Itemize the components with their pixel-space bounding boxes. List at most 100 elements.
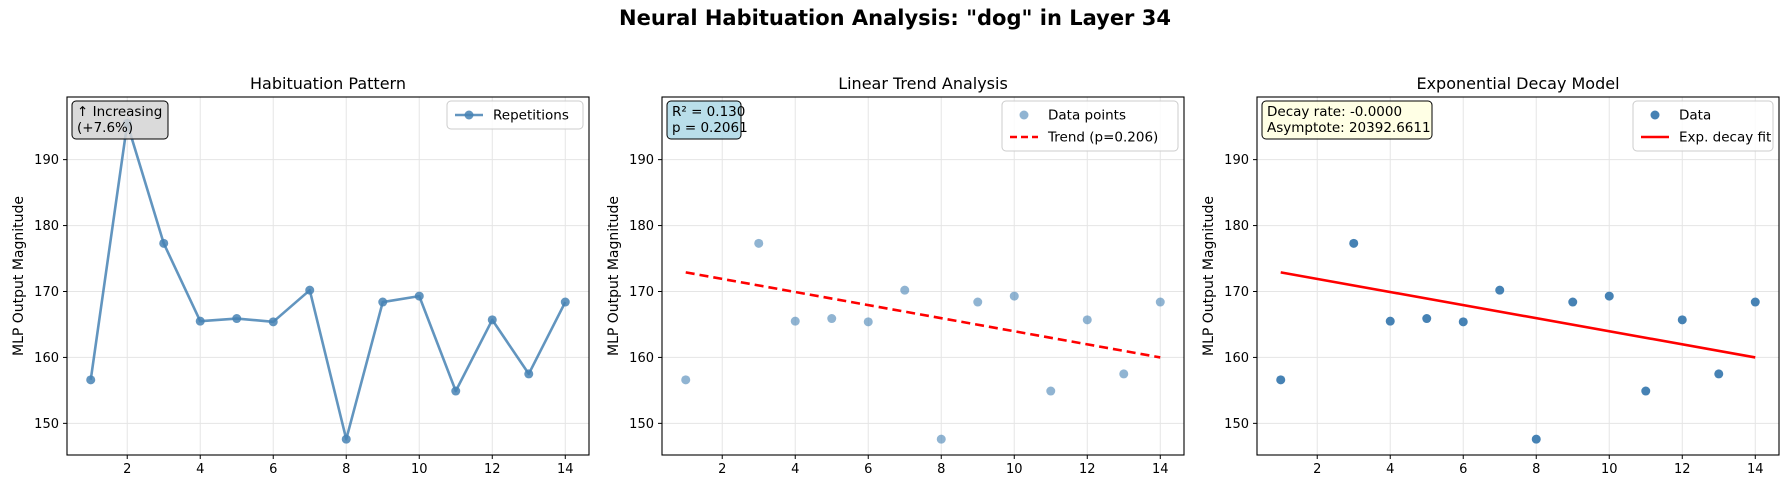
data-point [790,316,800,326]
y-tick-label: 150 [34,417,59,432]
data-point [1714,369,1724,379]
y-tick-label: 170 [34,285,59,300]
x-tick-label: 4 [791,462,799,477]
y-axis-label: MLP Output Magnitude [606,196,622,356]
annotation-box [1261,100,1433,140]
y-tick-label: 190 [1224,153,1249,168]
y-tick-label: 180 [1224,219,1249,234]
legend-box [1001,100,1179,152]
y-tick-label: 150 [629,417,654,432]
data-point [305,285,315,295]
data-point [1677,315,1687,325]
x-tick-label: 4 [196,462,204,477]
data-point [1604,291,1614,301]
data-point [1422,314,1432,324]
data-point [378,297,388,307]
fit-line-exp-decay [1280,271,1756,359]
x-tick-label: 2 [1313,462,1321,477]
legend-marker-swatch [464,110,474,120]
data-point [524,369,534,379]
x-tick-label: 6 [1459,462,1467,477]
subplot-title: Habituation Pattern [250,74,406,93]
data-point [1385,316,1395,326]
subplot-title: Linear Trend Analysis [838,74,1008,93]
data-point [863,317,873,327]
x-tick-label: 10 [1006,462,1023,477]
y-tick-label: 170 [629,285,654,300]
annotation-text: Asymptote: 20392.6611 [1267,120,1431,136]
figure-title: Neural Habituation Analysis: "dog" in La… [619,6,1171,30]
x-tick-label: 8 [1532,462,1540,477]
x-tick-label: 8 [342,462,350,477]
data-point [681,375,691,385]
x-tick-label: 14 [557,462,574,477]
data-point [1082,315,1092,325]
data-point [1568,297,1578,307]
x-tick-label: 2 [718,462,726,477]
data-point [827,314,837,324]
data-point [451,386,461,396]
data-point [159,238,169,248]
x-tick-label: 6 [269,462,277,477]
legend-box [1632,100,1774,152]
data-point [1119,369,1129,379]
axes-frame [661,96,1185,456]
y-tick-label: 160 [1224,351,1249,366]
data-point [1495,285,1505,295]
x-tick-label: 8 [937,462,945,477]
y-tick-label: 160 [34,351,59,366]
series-line-repetitions [89,122,567,441]
annotation-text: Decay rate: -0.0000 [1267,104,1402,120]
data-point [487,315,497,325]
data-point [195,316,205,326]
axes-frame [66,96,590,456]
data-point [1531,434,1541,444]
data-point [268,317,278,327]
subplot-3: Exponential Decay Model 2 4 6 8 10 12 14 150 160 1… [1201,74,1780,477]
annotation-text: R² = 0.130 [672,104,745,120]
x-tick-label: 12 [1079,462,1096,477]
y-tick-label: 180 [629,219,654,234]
subplot-title: Exponential Decay Model [1416,74,1619,93]
data-point [1009,291,1019,301]
data-point [936,434,946,444]
annotation-text: ↑ Increasing [77,104,162,120]
annotation-text: (+7.6%) [77,120,133,136]
x-tick-label: 10 [411,462,428,477]
data-point [900,285,910,295]
data-point [341,434,351,444]
y-axis-label: MLP Output Magnitude [11,196,27,356]
x-tick-label: 12 [484,462,501,477]
legend-label: Trend (p=0.206) [1047,130,1158,146]
x-tick-label: 6 [864,462,872,477]
x-tick-label: 4 [1386,462,1394,477]
data-point [1641,386,1651,396]
legend-label: Repetitions [493,108,569,124]
legend-marker-swatch [1650,110,1660,120]
data-point [1046,386,1056,396]
annotation-box [71,100,169,140]
legend-box [446,100,584,130]
data-point [973,297,983,307]
axes-frame [1256,96,1780,456]
legend-label: Exp. decay fit [1679,130,1771,146]
x-tick-label: 14 [1152,462,1169,477]
annotation-text: p = 0.2061 [672,120,748,136]
data-point [1458,317,1468,327]
subplot-1: Habituation Pattern 2 4 6 8 10 12 14 150 160 170 18… [11,74,590,477]
x-tick-label: 10 [1601,462,1618,477]
legend-label: Data [1679,108,1711,124]
x-tick-label: 14 [1747,462,1764,477]
data-point [1750,297,1760,307]
data-point [232,314,242,324]
data-point [754,238,764,248]
y-tick-label: 190 [629,153,654,168]
data-point [86,375,96,385]
y-tick-label: 170 [1224,285,1249,300]
legend-label: Data points [1048,108,1126,124]
subplot-2: Linear Trend Analysis 2 4 6 8 10 12 14 150 160 170… [606,74,1185,477]
data-point [1155,297,1165,307]
x-tick-label: 12 [1674,462,1691,477]
subplots: Habituation Pattern 2 4 6 8 10 12 14 150 160 170 18… [11,74,1780,477]
